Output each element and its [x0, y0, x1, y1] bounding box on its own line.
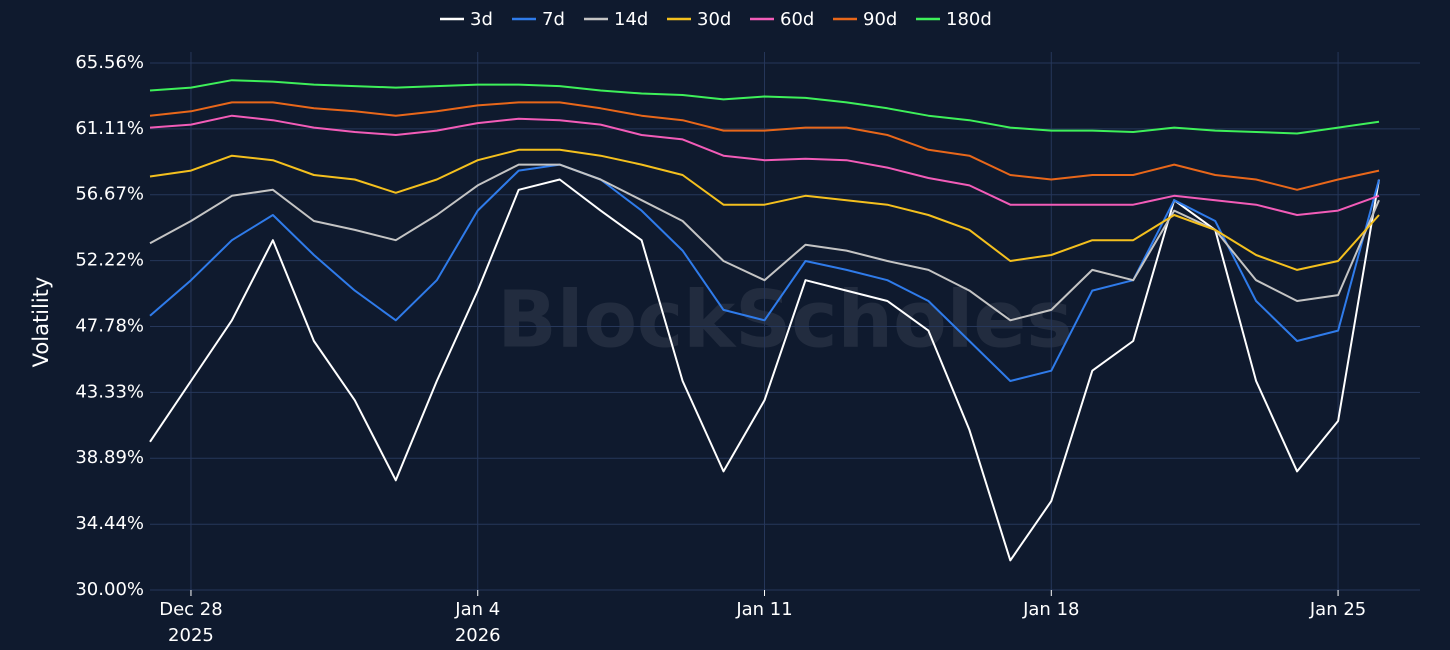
x-tick-line: Jan 4: [454, 599, 500, 620]
series-line: [149, 163, 1380, 382]
x-tick-label: Dec 28 2025: [159, 599, 222, 646]
y-tick-label: 65.56%: [75, 52, 144, 73]
x-tick-line: Jan 18: [1022, 599, 1079, 620]
y-tick-label: 61.11%: [75, 118, 144, 139]
series-line: [149, 79, 1380, 135]
x-tick-label: Jan 25: [1309, 599, 1366, 620]
y-tick-label: 38.89%: [75, 447, 144, 468]
legend-label: 90d: [863, 9, 897, 30]
series-line: [149, 148, 1380, 271]
legend-label: 30d: [697, 9, 731, 30]
x-tick-line: Jan 25: [1309, 599, 1366, 620]
series-line: [149, 163, 1380, 322]
y-tick-label: 56.67%: [75, 184, 144, 205]
y-tick-label: 52.22%: [75, 250, 144, 271]
legend-label: 7d: [542, 9, 565, 30]
legend-label: 60d: [780, 9, 814, 30]
series-line: [149, 101, 1380, 191]
legend-label: 3d: [470, 9, 493, 30]
x-tick-label: Jan 18: [1022, 599, 1079, 620]
legend-label: 180d: [946, 9, 992, 30]
x-tick-label: Jan 4 2026: [454, 599, 500, 646]
y-tick-label: 43.33%: [75, 381, 144, 402]
y-axis-label: Volatility: [29, 277, 53, 368]
x-tick-line: Dec 28: [159, 599, 222, 620]
y-tick-label: 30.00%: [75, 579, 144, 600]
legend-label: 14d: [614, 9, 648, 30]
x-tick-line: Jan 11: [735, 599, 792, 620]
x-tick-line: 2026: [455, 625, 501, 646]
y-tick-label: 47.78%: [75, 315, 144, 336]
y-tick-label: 34.44%: [75, 513, 144, 534]
series-line: [149, 114, 1380, 216]
x-tick-label: Jan 11: [735, 599, 792, 620]
x-tick-line: 2025: [168, 625, 214, 646]
